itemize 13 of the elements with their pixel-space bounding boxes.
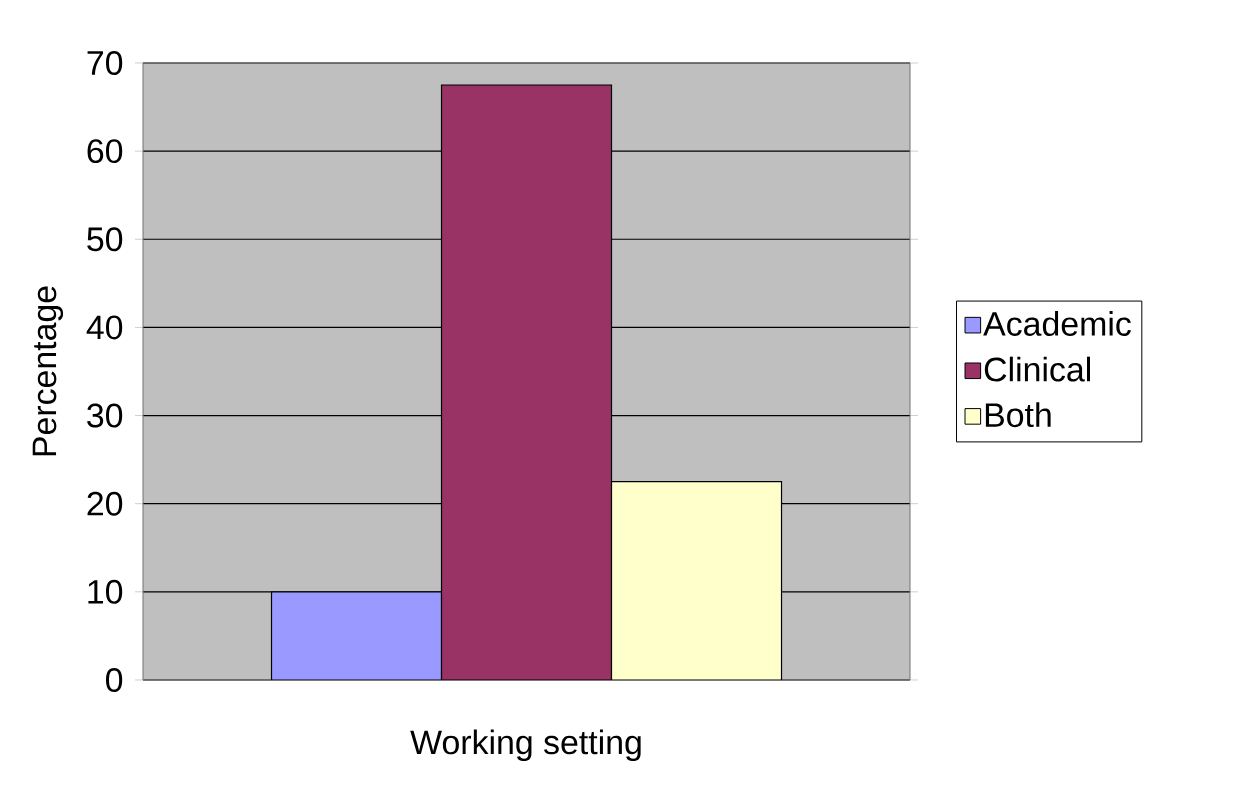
y-axis-title: Percentage [32,286,64,456]
y-tick-label: 60 [87,139,123,164]
y-tick-label: 40 [86,315,123,340]
y-tick-label: 30 [87,403,123,428]
legend-label: Academic [983,311,1131,336]
y-tick-label: 70 [87,51,123,75]
legend-label: Clinical [984,356,1090,382]
y-tick-label: 0 [106,667,123,692]
x-axis-title: Working setting [410,729,641,762]
y-tick-label: 10 [88,579,123,604]
y-tick-label: 50 [87,227,123,252]
legend-label: Both [985,402,1051,428]
y-tick-label: 20 [87,491,123,516]
